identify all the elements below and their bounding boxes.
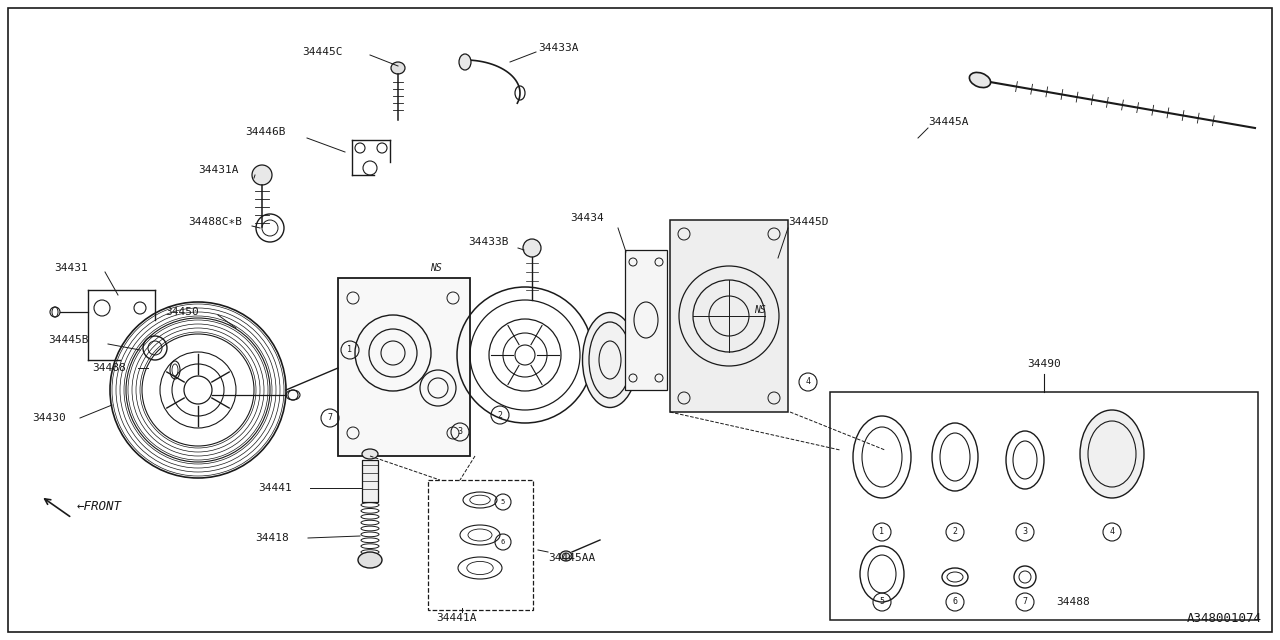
Text: 6: 6 [500,539,506,545]
Text: 5: 5 [879,598,884,607]
Text: 2: 2 [498,410,503,419]
Text: 6: 6 [952,598,957,607]
Text: 34446B: 34446B [244,127,285,137]
Ellipse shape [582,312,637,408]
Text: 34450: 34450 [165,307,198,317]
Text: 34433A: 34433A [538,43,579,53]
Text: 34441: 34441 [259,483,292,493]
Text: 34445D: 34445D [788,217,828,227]
Bar [338,278,470,456]
Ellipse shape [524,239,541,257]
Bar [362,460,378,502]
Text: 34431: 34431 [54,263,88,273]
Text: 4: 4 [1110,527,1115,536]
Text: 34445A: 34445A [928,117,969,127]
Ellipse shape [390,62,404,74]
Bar [625,250,667,390]
Text: 34430: 34430 [32,413,65,423]
Text: 34445AA: 34445AA [548,553,595,563]
Text: 3: 3 [457,428,462,436]
Text: 34434: 34434 [570,213,604,223]
Bar [428,480,532,610]
Text: 34433B: 34433B [468,237,508,247]
Text: NS: NS [430,263,442,273]
Text: 34445B: 34445B [49,335,88,345]
Text: 1: 1 [347,346,352,355]
Text: A348001074: A348001074 [1187,611,1262,625]
Ellipse shape [252,165,273,185]
Ellipse shape [969,72,991,88]
Bar [829,392,1258,620]
Text: 34488: 34488 [1056,597,1089,607]
Bar [669,220,788,412]
Text: 34418: 34418 [255,533,289,543]
Text: 5: 5 [500,499,506,505]
Text: 7: 7 [328,413,333,422]
Text: 3: 3 [1023,527,1028,536]
Text: 34490: 34490 [1027,359,1061,369]
Text: 4: 4 [805,378,810,387]
Text: 1: 1 [879,527,884,536]
Ellipse shape [460,54,471,70]
Text: 34441A: 34441A [436,613,476,623]
Text: 2: 2 [952,527,957,536]
Ellipse shape [358,552,381,568]
Ellipse shape [561,551,572,561]
Text: NS: NS [754,305,765,315]
Text: 34488C∗B: 34488C∗B [188,217,242,227]
Text: 34488: 34488 [92,363,125,373]
Text: 34431A: 34431A [198,165,238,175]
Text: ←FRONT: ←FRONT [77,499,122,513]
Ellipse shape [1080,410,1144,498]
Ellipse shape [362,449,378,459]
Text: 7: 7 [1023,598,1028,607]
Text: 34445C: 34445C [302,47,343,57]
